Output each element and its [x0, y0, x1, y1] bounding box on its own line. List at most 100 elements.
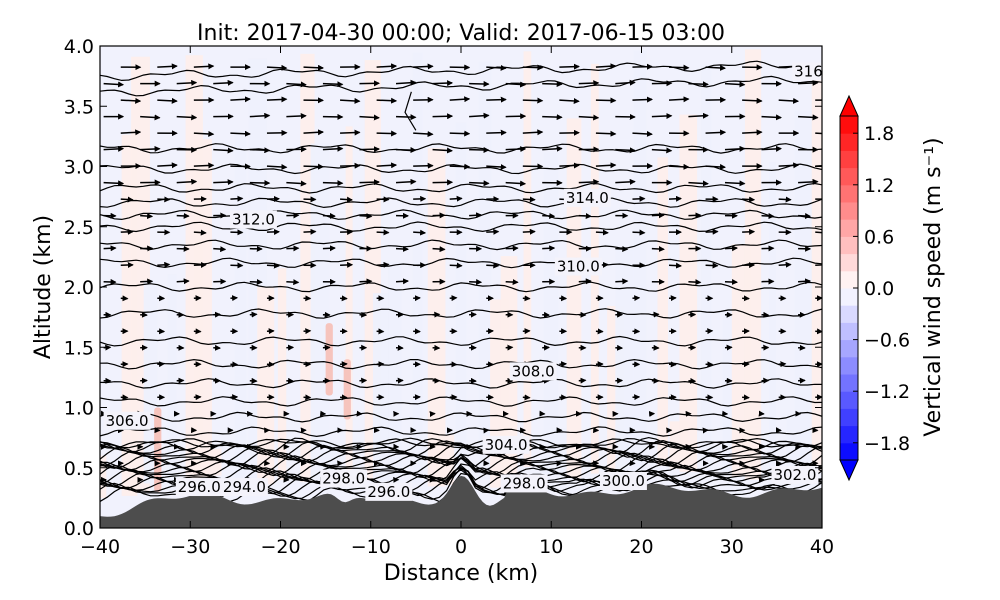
colorbar-band — [840, 374, 858, 392]
wind-arrow — [230, 195, 244, 202]
wind-arrow — [688, 112, 709, 119]
wind-arrow — [193, 162, 215, 169]
wind-arrow — [376, 261, 390, 268]
wind-arrow — [668, 163, 690, 170]
contour-label: 312.0 — [232, 211, 275, 229]
wind-arrow — [286, 279, 300, 286]
wind-arrow — [266, 96, 288, 103]
wind-arrow — [469, 112, 490, 119]
vertical-wind-cell — [345, 126, 353, 485]
wind-arrow — [559, 63, 580, 70]
contour-label: 314.0 — [566, 189, 609, 207]
wind-arrow — [778, 261, 792, 268]
contour-label-bg — [320, 469, 368, 488]
wind-arrow — [761, 114, 782, 121]
wind-arrow — [815, 132, 822, 135]
wind-arrow — [469, 212, 483, 219]
theta-contour-line — [100, 75, 822, 97]
wind-arrow — [688, 279, 702, 286]
wind-arrow — [103, 81, 125, 88]
theta-contour-line — [100, 396, 822, 407]
contour-label: 304.0 — [485, 436, 528, 454]
colorbar-extend-bottom — [839, 459, 859, 482]
vertical-wind-cell — [543, 152, 559, 474]
wind-arrow — [505, 279, 519, 286]
wind-arrow — [705, 129, 727, 136]
wind-arrow — [469, 180, 490, 187]
wind-arrow — [340, 196, 353, 203]
wind-arrow — [176, 178, 198, 185]
wind-arrow — [542, 114, 563, 121]
wind-arrow — [798, 212, 812, 219]
wind-arrow — [359, 179, 380, 186]
wind-arrow — [395, 114, 417, 121]
x-tick-label: −20 — [260, 536, 300, 558]
wind-arrow — [213, 179, 234, 186]
theta-contour-line — [100, 436, 822, 456]
theta-contour-line — [100, 60, 822, 82]
wind-arrow — [266, 64, 288, 71]
wind-arrow — [103, 180, 125, 187]
colorbar-band — [840, 425, 858, 444]
theta-contour-line — [100, 335, 822, 347]
contour-labels: 316 314.0 312.0 310.0 308.0 306.0 304.0 302.0 30… — [103, 62, 822, 501]
wind-arrow — [359, 114, 380, 121]
wind-arrow — [798, 178, 819, 185]
wind-arrow — [140, 114, 161, 121]
wind-arrow — [176, 114, 198, 121]
vertical-wind-cell — [657, 157, 668, 466]
wind-arrow — [286, 180, 307, 187]
contour-label-bg — [509, 362, 557, 381]
wind-arrow — [486, 64, 507, 71]
y-tick-label: 2.5 — [64, 217, 94, 239]
colorbar-band — [840, 305, 858, 323]
x-tick-label: 30 — [720, 536, 744, 558]
wind-arrow — [724, 145, 746, 152]
contour-label-bg — [365, 482, 413, 501]
wind-arrow — [578, 278, 592, 285]
wind-arrow — [486, 228, 500, 235]
wind-arrow — [432, 113, 454, 120]
wind-arrow — [486, 129, 507, 136]
wind-arrow — [778, 196, 792, 203]
wind-arrow — [632, 130, 653, 137]
vertical-wind-cell — [412, 52, 423, 483]
colorbar-band — [840, 270, 858, 289]
colorbar-band — [840, 442, 858, 461]
wind-arrow — [615, 278, 629, 285]
wind-arrow — [376, 162, 398, 169]
wind-arrow — [413, 131, 434, 137]
vertical-wind-cell — [566, 118, 582, 479]
colorbar-band — [840, 408, 858, 427]
wind-arrow — [542, 212, 556, 219]
wind-arrow — [705, 64, 726, 71]
colorbar-band — [840, 184, 858, 203]
wind-arrow — [395, 245, 409, 252]
theta-contour-line — [100, 257, 822, 269]
wind-arrow — [449, 130, 471, 137]
wind-arrow — [522, 129, 544, 136]
wind-arrow — [742, 228, 756, 235]
vertical-wind-cell — [523, 51, 532, 467]
wind-arrow — [815, 231, 822, 234]
y-axis: 0.0 0.5 1.0 1.5 2.0 2.5 3.0 3.5 4.0 — [64, 36, 822, 540]
theta-contours — [100, 60, 822, 503]
colorbar-tick-label: 0.0 — [864, 278, 894, 300]
contour-label-bg — [554, 257, 602, 276]
colorbar-band — [840, 253, 858, 272]
wind-arrow — [522, 97, 544, 104]
theta-contour-line — [100, 221, 822, 233]
wind-arrow — [340, 97, 361, 104]
wind-arrow — [322, 145, 344, 152]
wind-arrow — [266, 262, 280, 269]
theta-contour-line — [100, 197, 822, 209]
y-tick-label: 3.5 — [64, 96, 94, 118]
colorbar-band — [840, 150, 858, 169]
colorbar-band — [840, 133, 858, 151]
wind-arrow — [578, 178, 600, 185]
updraft-cell — [325, 323, 333, 396]
wind-arrow — [578, 114, 600, 121]
theta-contour-line — [100, 358, 822, 370]
wind-arrow — [432, 147, 453, 154]
wind-arrow — [559, 162, 580, 169]
